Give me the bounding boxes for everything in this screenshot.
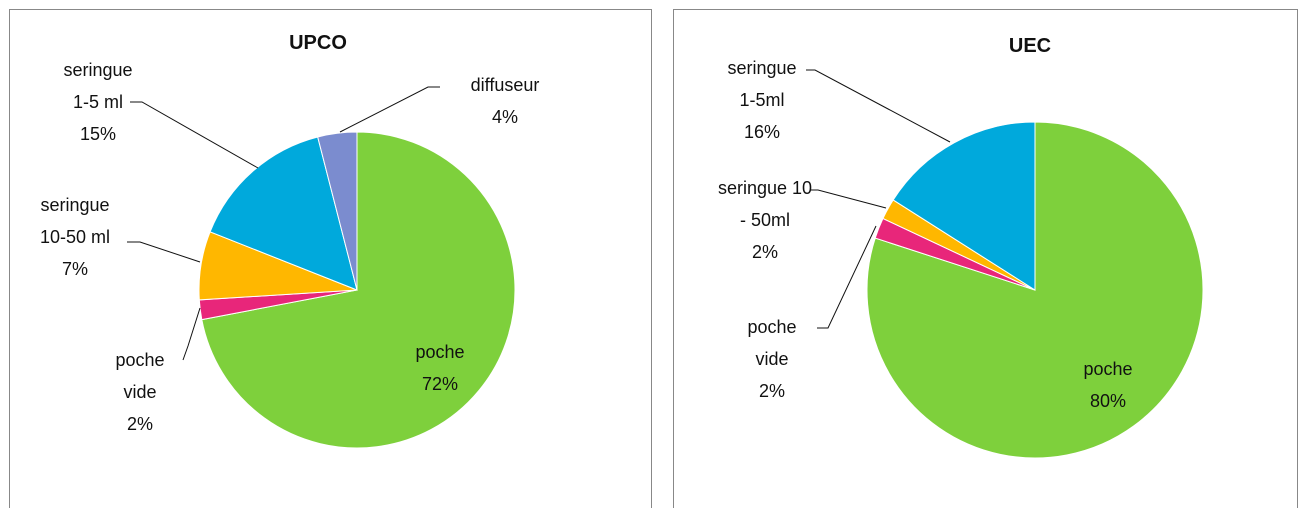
category-label: seringue 10 - 50ml <box>717 178 813 230</box>
leader-line <box>817 225 877 329</box>
value-label: 2% <box>126 414 153 434</box>
category-label: poche vide <box>115 350 165 402</box>
value-label: 4% <box>491 107 518 127</box>
slice-label: seringue 1-5ml 16% <box>722 52 802 148</box>
chart-frame <box>9 9 652 508</box>
category-label: diffuseur <box>470 75 540 95</box>
slice-label: seringue 10-50 ml 7% <box>25 189 125 285</box>
leader-line <box>130 101 259 169</box>
slice-label: seringue 1-5 ml 15% <box>58 54 138 150</box>
value-label: 2% <box>751 242 778 262</box>
slice-label: poche vide 2% <box>110 344 170 440</box>
pie-slice <box>866 121 1204 459</box>
chart-title: UPCO <box>289 32 347 54</box>
chart-title: UEC <box>1008 35 1052 57</box>
pie-slice <box>892 121 1036 291</box>
leader-line <box>127 241 201 263</box>
category-label: poche <box>415 342 465 362</box>
slice-label: poche 72% <box>405 336 475 400</box>
leader-line <box>182 307 201 361</box>
pie-slice <box>209 136 358 291</box>
slice-label: seringue 10 - 50ml 2% <box>715 172 815 268</box>
slice-label: poche vide 2% <box>742 311 802 407</box>
pie-slice <box>201 131 516 449</box>
category-label: poche <box>1083 359 1133 379</box>
slice-label: diffuseur 4% <box>455 69 555 133</box>
value-label: 72% <box>421 374 459 394</box>
category-label: seringue 10-50 ml <box>39 195 111 247</box>
leader-line <box>810 189 887 209</box>
leader-line <box>339 86 440 133</box>
category-label: seringue 1-5 ml <box>63 60 133 112</box>
value-label: 16% <box>743 122 781 142</box>
value-label: 2% <box>758 381 785 401</box>
leader-line <box>806 69 951 143</box>
chart-frame <box>673 9 1298 508</box>
value-label: 7% <box>61 259 88 279</box>
value-label: 15% <box>79 124 117 144</box>
slice-label: poche 80% <box>1073 353 1143 417</box>
category-label: poche vide <box>747 317 797 369</box>
pie-slice <box>317 131 358 291</box>
category-label: seringue 1-5ml <box>727 58 797 110</box>
value-label: 80% <box>1089 391 1127 411</box>
